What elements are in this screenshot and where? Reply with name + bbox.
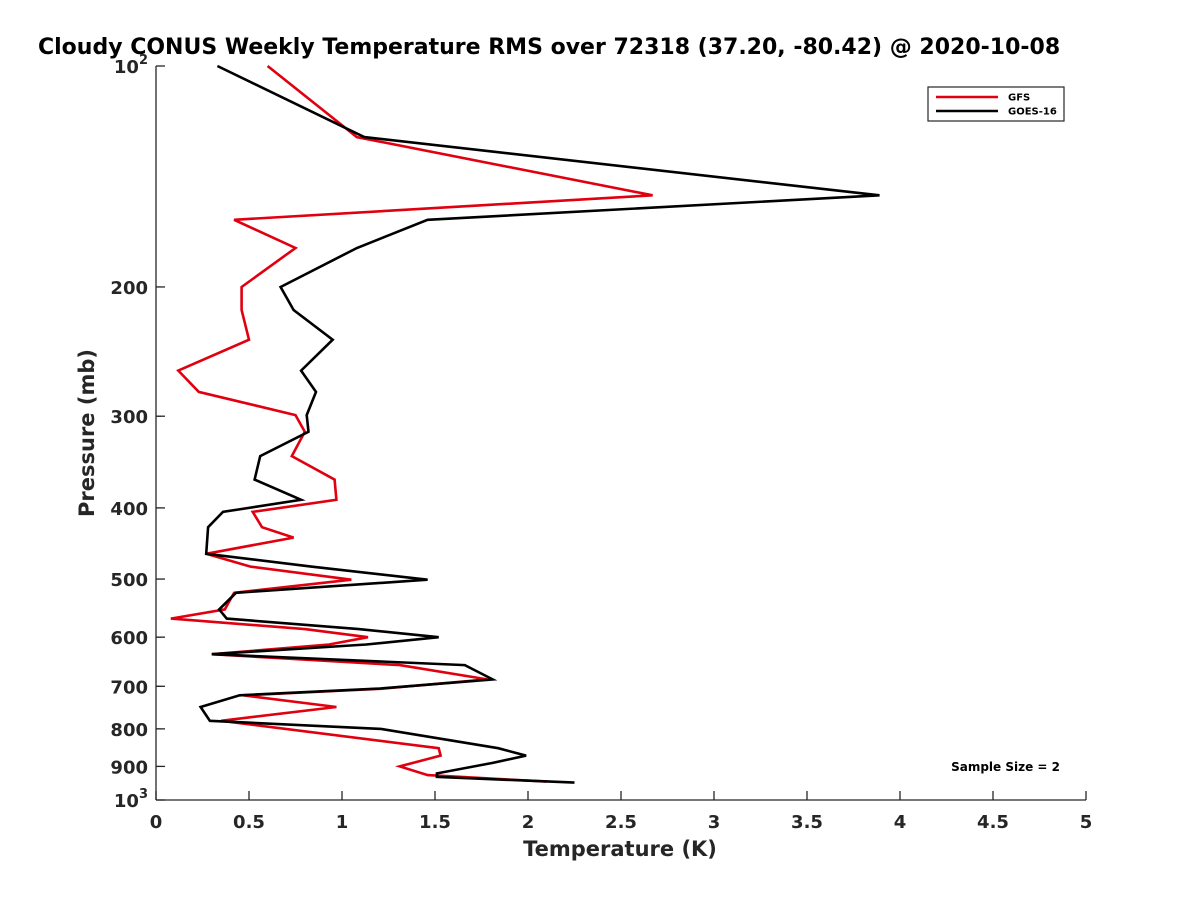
sample-size-annotation: Sample Size = 2 [951,760,1060,774]
y-tick-label: 600 [110,628,148,649]
x-tick-label: 0.5 [233,812,265,833]
axes: 0 0.5 1 1.5 2 2.5 3 3.5 4 4.5 5 102 200 300 400 500 600 7… [110,53,1092,833]
x-tick-label: 3.5 [791,812,823,833]
y-tick-label: 103 [114,787,148,812]
y-tick-label: 800 [110,720,148,741]
x-tick-label: 3 [708,812,721,833]
legend-label: GFS [1008,93,1030,104]
x-tick-label: 4.5 [977,812,1009,833]
x-tick-label: 4 [894,812,907,833]
chart-title: Cloudy CONUS Weekly Temperature RMS over… [38,35,1060,60]
legend: GFS GOES-16 [927,86,1065,122]
y-tick-label: 102 [114,53,148,78]
x-tick-label: 5 [1080,812,1093,833]
x-tick-label: 1 [336,812,349,833]
x-axis-label: Temperature (K) [523,837,717,861]
x-tick-label: 2.5 [605,812,637,833]
y-tick-label: 500 [110,570,148,591]
legend-box [927,86,1065,122]
series-line-gfs [170,64,653,783]
y-tick-label: 700 [110,677,148,698]
series-line-goes-16 [198,64,880,784]
legend-label: GOES-16 [1008,107,1057,118]
y-tick-label: 900 [110,757,148,778]
x-tick-label: 0 [150,812,163,833]
series-layer [170,64,880,784]
y-tick-label: 200 [110,278,148,299]
x-tick-label: 1.5 [419,812,451,833]
y-tick-label: 400 [110,499,148,520]
y-tick-label: 300 [110,407,148,428]
x-tick-label: 2 [522,812,535,833]
y-axis-label: Pressure (mb) [75,349,99,517]
